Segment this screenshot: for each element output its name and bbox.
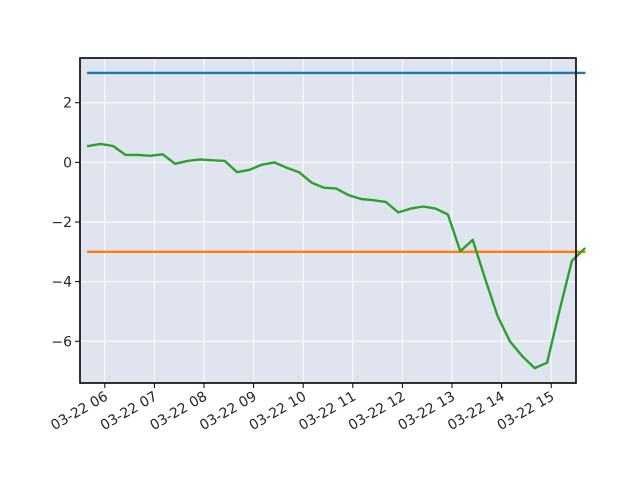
series-group [86,71,586,370]
y-tick-label: 0 [63,155,72,171]
y-tick-label: −4 [51,275,72,291]
x-tick-label: 03-22 15 [495,389,558,434]
y-tick-label: 2 [63,96,72,112]
y-tick-label: −2 [51,215,72,231]
y-tick-label: −6 [51,334,72,350]
grid-lines [80,58,576,383]
y-axis: 2 0 −2 −4 −6 [51,96,80,350]
series-line-3 [86,142,586,370]
plot-background [80,58,576,383]
plot-frame [79,57,577,384]
